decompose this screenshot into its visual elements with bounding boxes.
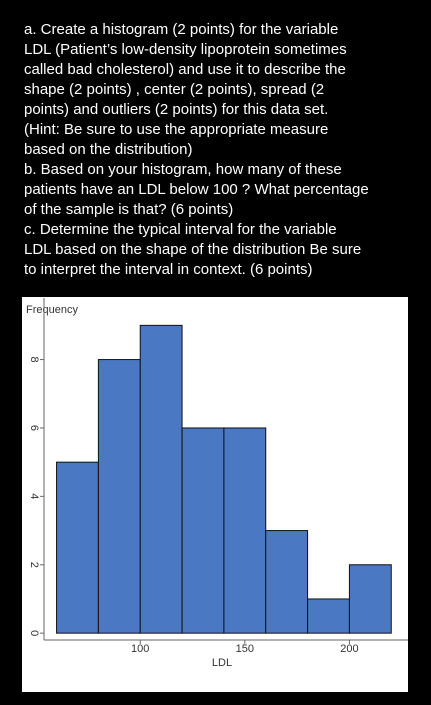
x-axis-label: LDL [212, 657, 232, 669]
question-line: to interpret the interval in context. (6… [24, 261, 312, 278]
question-line: c. Determine the typical interval for th… [24, 221, 337, 238]
histogram-bar [348, 564, 392, 634]
histogram-bar [265, 530, 309, 634]
question-line: a. Create a histogram (2 points) for the… [24, 21, 338, 38]
histogram-bar [181, 427, 225, 634]
histogram-bar [56, 461, 99, 634]
histogram-bar [307, 598, 350, 634]
question-line: (Hint: Be sure to use the appropriate me… [24, 121, 328, 138]
histogram-bar [223, 427, 267, 634]
y-tick-label: 0 [28, 630, 40, 636]
y-tick-label: 2 [28, 562, 40, 568]
histogram-bar [139, 324, 183, 634]
question-line: of the sample is that? (6 points) [24, 201, 233, 218]
question-line: LDL based on the shape of the distributi… [24, 241, 361, 258]
histogram-bar [97, 359, 141, 634]
x-tick-label: 100 [131, 643, 149, 655]
question-line: LDL (Patient’s low-density lipoprotein s… [24, 41, 347, 58]
y-tick-label: 8 [28, 356, 40, 362]
y-axis-label: Frequency [26, 304, 78, 316]
question-line: points) and outliers (2 points) for this… [24, 101, 328, 118]
question-line: b. Based on your histogram, how many of … [24, 161, 342, 178]
question-line: called bad cholesterol) and use it to de… [24, 61, 346, 78]
y-tick-label: 6 [28, 425, 40, 431]
question-line: patients have an LDL below 100 ? What pe… [24, 181, 369, 198]
y-tick-label: 4 [28, 493, 40, 499]
x-tick-label: 200 [340, 643, 358, 655]
x-tick-label: 150 [236, 643, 254, 655]
question-line: based on the distribution) [24, 141, 192, 158]
question-line: shape (2 points) , center (2 points), sp… [24, 81, 324, 98]
